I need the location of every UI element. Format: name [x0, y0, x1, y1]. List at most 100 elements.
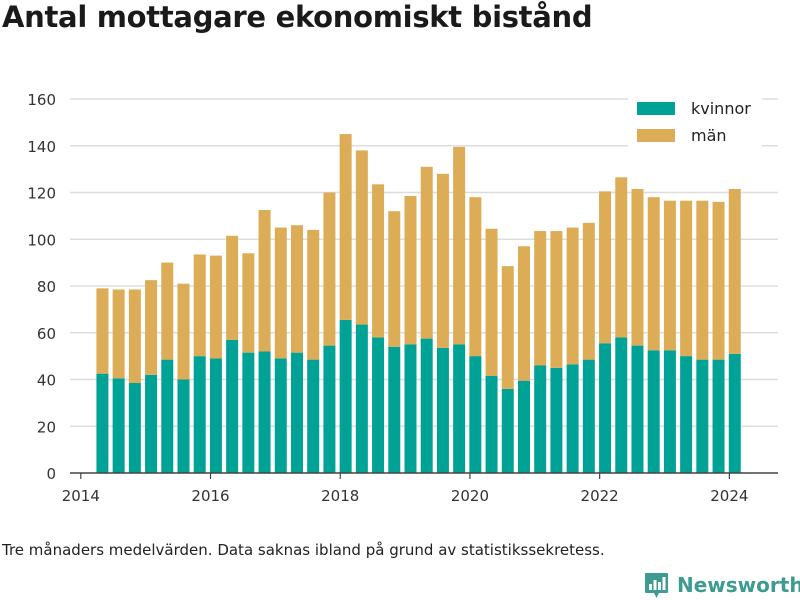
x-tick-label: 2016 — [191, 487, 229, 505]
bar-män — [372, 184, 385, 338]
y-tick-label: 120 — [27, 185, 56, 203]
legend-swatch-män — [637, 129, 675, 142]
bar-män — [355, 150, 368, 325]
bar-kvinnor — [436, 347, 449, 473]
bar-män — [209, 255, 222, 359]
bar-kvinnor — [323, 345, 336, 473]
bar-kvinnor — [582, 359, 595, 473]
y-tick-label: 160 — [27, 91, 56, 109]
bar-kvinnor — [712, 359, 725, 473]
y-tick-label: 20 — [37, 418, 56, 436]
bar-kvinnor — [501, 388, 514, 473]
bar-kvinnor — [355, 324, 368, 473]
bar-män — [501, 266, 514, 389]
bar-kvinnor — [647, 350, 660, 473]
bar-män — [420, 166, 433, 339]
bar-kvinnor — [453, 344, 466, 473]
bar-män — [193, 254, 206, 357]
bar-kvinnor — [274, 358, 287, 473]
y-tick-label: 0 — [46, 465, 56, 483]
x-tick-label: 2018 — [321, 487, 359, 505]
bar-män — [290, 225, 303, 353]
bar-kvinnor — [680, 356, 693, 473]
bar-män — [226, 235, 239, 340]
bar-män — [436, 173, 449, 348]
bar-kvinnor — [177, 379, 190, 473]
bar-män — [469, 197, 482, 357]
bar-kvinnor — [128, 383, 141, 473]
bar-kvinnor — [599, 343, 612, 473]
bars — [96, 134, 741, 473]
x-axis: 2014 2016 2018 2020 2022 2024 — [62, 472, 778, 505]
y-tick-label: 40 — [37, 372, 56, 390]
footnote: Tre månaders medelvärden. Data saknas ib… — [2, 541, 605, 559]
bar-kvinnor — [728, 353, 741, 473]
bar-män — [534, 231, 547, 366]
legend-swatch-kvinnor — [637, 102, 675, 115]
bar-män — [680, 200, 693, 357]
bar-kvinnor — [209, 358, 222, 473]
bar-män — [696, 200, 709, 360]
newsworthy-logo-icon — [645, 573, 668, 598]
x-tick-label: 2022 — [581, 487, 619, 505]
bar-kvinnor — [469, 356, 482, 473]
bar-män — [323, 192, 336, 346]
bar-kvinnor — [404, 344, 417, 473]
bar-män — [485, 228, 498, 376]
bar-män — [112, 289, 125, 379]
bar-kvinnor — [631, 345, 644, 473]
bar-män — [242, 253, 255, 353]
bar-kvinnor — [226, 339, 239, 473]
bar-kvinnor — [112, 378, 125, 473]
bar-män — [599, 191, 612, 344]
bar-män — [339, 134, 352, 320]
y-tick-label: 60 — [37, 325, 56, 343]
bar-män — [274, 227, 287, 359]
bar-kvinnor — [663, 350, 676, 473]
bar-kvinnor — [550, 367, 563, 473]
bar-kvinnor — [485, 375, 498, 473]
bar-män — [550, 231, 563, 368]
bar-män — [728, 188, 741, 354]
bar-män — [145, 280, 158, 375]
x-tick-label: 2024 — [710, 487, 748, 505]
y-tick-label: 80 — [37, 278, 56, 296]
bar-kvinnor — [145, 374, 158, 473]
bar-kvinnor — [193, 356, 206, 473]
bar-män — [404, 196, 417, 345]
legend: kvinnor män — [628, 94, 762, 148]
bar-män — [647, 197, 660, 351]
bar-män — [453, 146, 466, 345]
bar-kvinnor — [566, 364, 579, 473]
legend-label-män: män — [691, 126, 727, 145]
bar-män — [631, 188, 644, 346]
bar-män — [258, 210, 271, 352]
brand-logo: Newsworthy — [644, 570, 800, 600]
bar-kvinnor — [339, 319, 352, 473]
bar-män — [712, 201, 725, 360]
bar-kvinnor — [242, 352, 255, 473]
bar-kvinnor — [388, 346, 401, 473]
bar-kvinnor — [534, 365, 547, 473]
y-axis-ticks: 0 20 40 60 80 100 120 140 160 — [27, 91, 56, 483]
bar-kvinnor — [258, 351, 271, 473]
bar-män — [96, 288, 109, 374]
bar-män — [566, 227, 579, 365]
bar-kvinnor — [517, 380, 530, 473]
bar-kvinnor — [290, 352, 303, 473]
bar-kvinnor — [96, 373, 109, 473]
legend-label-kvinnor: kvinnor — [691, 99, 751, 118]
bar-män — [307, 229, 320, 360]
bar-kvinnor — [696, 359, 709, 473]
x-tick-label: 2014 — [62, 487, 100, 505]
bar-män — [615, 177, 628, 338]
bar-män — [388, 211, 401, 347]
bar-kvinnor — [420, 338, 433, 473]
x-tick-label: 2020 — [451, 487, 489, 505]
bar-kvinnor — [307, 359, 320, 473]
bar-män — [177, 283, 190, 380]
bar-kvinnor — [372, 337, 385, 473]
y-tick-label: 100 — [27, 231, 56, 249]
bar-kvinnor — [161, 359, 174, 473]
